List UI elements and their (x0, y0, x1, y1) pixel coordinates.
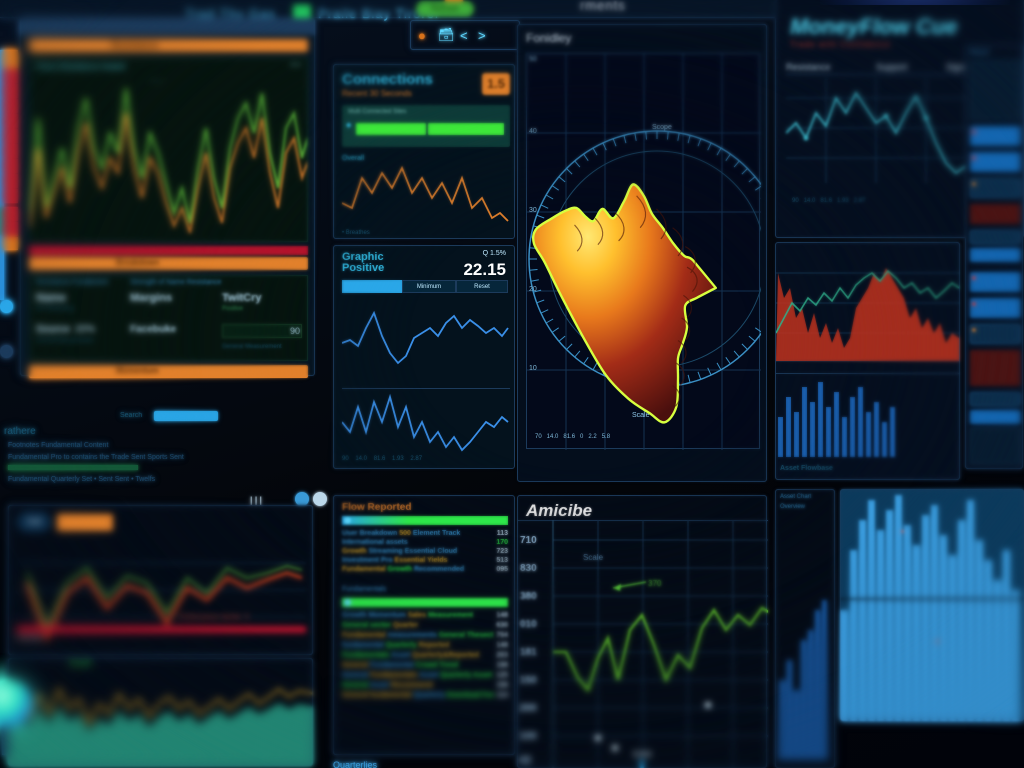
svg-text:181: 181 (520, 647, 537, 658)
svg-text:010: 010 (520, 619, 537, 630)
svg-text:370: 370 (648, 579, 662, 588)
svg-text:830: 830 (520, 563, 537, 574)
svg-text:710: 710 (520, 535, 537, 546)
svg-text:100: 100 (520, 731, 537, 742)
svg-text:E300: E300 (633, 750, 652, 759)
svg-text:200: 200 (520, 703, 537, 714)
svg-text:40: 40 (520, 755, 532, 766)
svg-text:380: 380 (520, 591, 537, 602)
svg-text:150: 150 (520, 675, 537, 686)
svg-text:Scale: Scale (583, 553, 604, 562)
